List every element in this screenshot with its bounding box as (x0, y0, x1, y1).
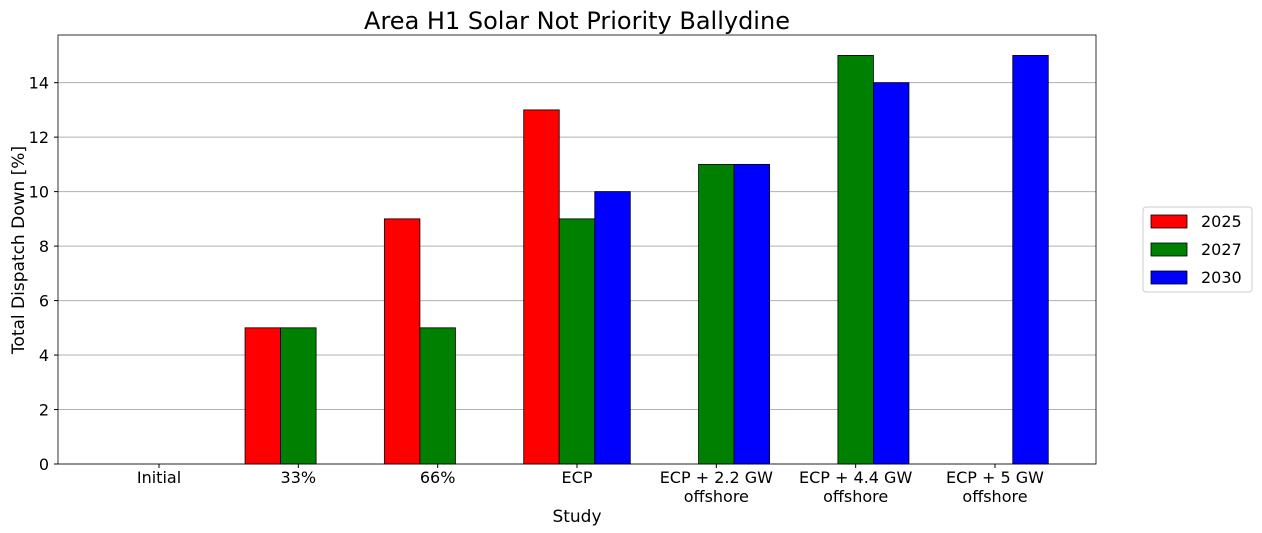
y-tick-label: 6 (39, 292, 49, 311)
bar (244, 327, 281, 465)
chart-title: Area H1 Solar Not Priority Ballydine (364, 7, 790, 35)
legend-label: 2027 (1201, 240, 1242, 259)
y-tick-label: 4 (39, 346, 49, 365)
bar (419, 327, 456, 465)
bar (383, 218, 421, 465)
y-tick-label: 2 (39, 401, 49, 420)
bar (558, 218, 596, 465)
y-tick-label: 8 (39, 237, 49, 256)
legend-label: 2030 (1201, 268, 1242, 287)
bar (837, 55, 874, 465)
x-tick-label: ECP + 4.4 GW offshore (799, 468, 912, 506)
bar (280, 327, 317, 465)
legend-swatch (1150, 214, 1188, 229)
bar (873, 82, 910, 465)
bar (594, 191, 631, 465)
y-tick-label: 0 (39, 455, 49, 474)
legend-swatch (1150, 270, 1188, 285)
legend-label: 2025 (1201, 212, 1242, 231)
x-tick-label: 66% (420, 468, 456, 487)
x-tick-label: Initial (137, 468, 181, 487)
x-axis-label: Study (552, 507, 601, 527)
y-tick-label: 14 (29, 74, 49, 93)
x-tick-label: 33% (281, 468, 317, 487)
y-axis-label: Total Dispatch Down [%] (9, 146, 29, 355)
x-tick-label: ECP (562, 468, 593, 487)
bar (698, 163, 735, 465)
legend-swatch (1150, 242, 1188, 257)
bar (1012, 55, 1049, 465)
bar (523, 109, 560, 465)
x-tick-label: ECP + 5 GW offshore (946, 468, 1044, 506)
x-tick-label: ECP + 2.2 GW offshore (660, 468, 773, 506)
bar (733, 163, 771, 465)
plot-frame (57, 34, 1097, 465)
y-tick-label: 10 (29, 183, 49, 202)
y-tick-label: 12 (29, 128, 49, 147)
